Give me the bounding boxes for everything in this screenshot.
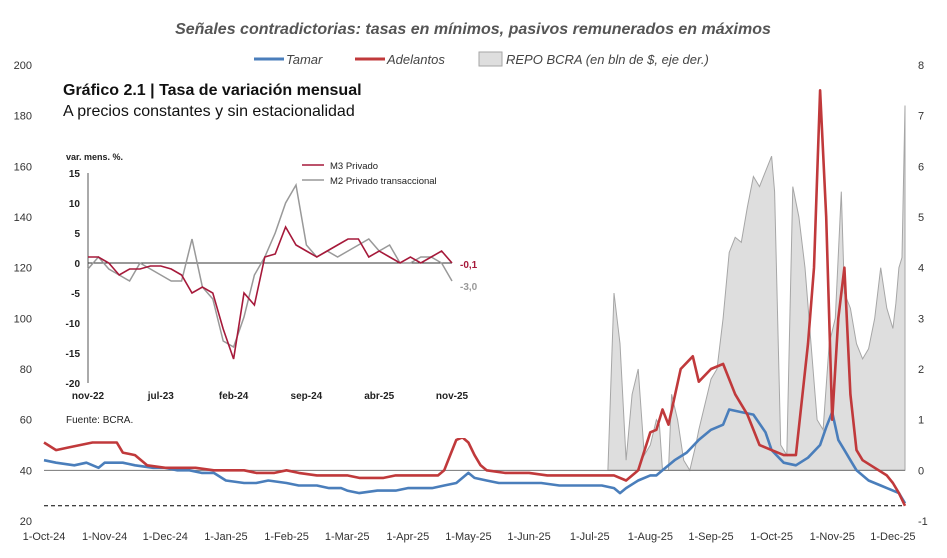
right-tick-label: 3 (918, 313, 924, 325)
x-tick-label: 1-Oct-24 (23, 531, 66, 543)
repo-area (607, 105, 906, 472)
inset-x-tick-label: abr-25 (364, 391, 394, 402)
right-tick-label: 1 (918, 415, 924, 427)
legend-label-repo: REPO BCRA (en bln de $, eje der.) (506, 52, 709, 67)
left-tick-label: 20 (20, 516, 32, 528)
inset-legend-label-m3: M3 Privado (330, 161, 378, 172)
legend-swatch-repo (478, 51, 503, 67)
x-tick-label: 1-Feb-25 (264, 531, 309, 543)
x-tick-label: 1-Dec-25 (870, 531, 915, 543)
left-axis-ticks: 20 40 60 80 100 120 140 160 180 200 (14, 60, 32, 528)
inset-last-value-m2: -3,0 (460, 282, 478, 293)
adelantos-line (43, 89, 907, 507)
x-tick-label: 1-May-25 (445, 531, 491, 543)
right-tick-label: 8 (918, 60, 924, 72)
left-tick-label: 100 (14, 313, 32, 325)
inset-x-tick-label: nov-25 (436, 391, 469, 402)
left-tick-label: 80 (20, 364, 32, 376)
right-tick-label: 4 (918, 263, 924, 275)
inset-x-tick-label: feb-24 (219, 391, 249, 402)
inset-legend-label-m2: M2 Privado transaccional (330, 176, 437, 187)
inset-x-tick-label: sep-24 (291, 391, 323, 402)
inset-y-tick-label: -15 (66, 349, 81, 360)
tamar-line (43, 408, 907, 504)
inset-source: Fuente: BCRA. (66, 415, 133, 426)
left-tick-label: 160 (14, 161, 32, 173)
inset-y-tick-label: -10 (66, 319, 81, 330)
legend: Tamar Adelantos REPO BCRA (en bln de $, … (254, 51, 709, 67)
inset-last-value-m3: -0,1 (460, 260, 478, 271)
left-tick-label: 180 (14, 111, 32, 123)
x-tick-label: 1-Aug-25 (628, 531, 673, 543)
inset-y-ticks: 15 10 5 0 -5 -10 -15 -20 (66, 169, 81, 390)
x-tick-label: 1-Oct-25 (750, 531, 793, 543)
x-tick-label: 1-Nov-25 (810, 531, 855, 543)
inset-title: Gráfico 2.1 | Tasa de variación mensual (63, 82, 362, 99)
legend-label-tamar: Tamar (286, 52, 323, 67)
left-tick-label: 120 (14, 263, 32, 275)
right-tick-label: 5 (918, 212, 924, 224)
inset-m3-line (88, 225, 453, 360)
x-axis-ticks: 1-Oct-24 1-Nov-24 1-Dec-24 1-Jan-25 1-Feb-25… (23, 531, 916, 543)
inset-unit-label: var. mens. %. (66, 152, 123, 162)
inset-y-tick-label: -5 (71, 289, 80, 300)
left-tick-label: 140 (14, 212, 32, 224)
inset-subtitle: A precios constantes y sin estacionalida… (63, 103, 355, 120)
inset-x-tick-label: nov-22 (72, 391, 105, 402)
right-tick-label: 6 (918, 161, 924, 173)
inset-x-ticks: nov-22 jul-23 feb-24 sep-24 abr-25 nov-25 (72, 391, 469, 402)
chart-title: Señales contradictorias: tasas en mínimo… (175, 21, 771, 38)
inset-y-tick-label: 5 (74, 229, 80, 240)
inset-x-tick-label: jul-23 (147, 391, 175, 402)
inset-y-tick-label: 10 (69, 199, 81, 210)
inset-y-tick-label: 0 (74, 259, 80, 270)
inset-m2-line (87, 182, 453, 349)
right-axis-ticks: -1 0 1 2 3 4 5 6 7 8 (918, 60, 928, 528)
x-tick-label: 1-Jul-25 (570, 531, 610, 543)
inset-chart: Gráfico 2.1 | Tasa de variación mensual … (55, 72, 485, 438)
inset-y-tick-label: -20 (66, 379, 81, 390)
x-tick-label: 1-Jun-25 (507, 531, 550, 543)
left-tick-label: 60 (20, 415, 32, 427)
x-tick-label: 1-Nov-24 (82, 531, 127, 543)
x-tick-label: 1-Sep-25 (688, 531, 733, 543)
inset-y-tick-label: 15 (69, 169, 81, 180)
x-tick-label: 1-Mar-25 (325, 531, 370, 543)
legend-label-adelantos: Adelantos (386, 52, 445, 67)
left-tick-label: 40 (20, 465, 32, 477)
right-tick-label: 0 (918, 465, 924, 477)
right-tick-label: 7 (918, 111, 924, 123)
x-tick-label: 1-Dec-24 (143, 531, 188, 543)
x-tick-label: 1-Jan-25 (204, 531, 247, 543)
right-tick-label: 2 (918, 364, 924, 376)
left-tick-label: 200 (14, 60, 32, 72)
x-tick-label: 1-Apr-25 (386, 531, 429, 543)
right-tick-label: -1 (918, 516, 928, 528)
